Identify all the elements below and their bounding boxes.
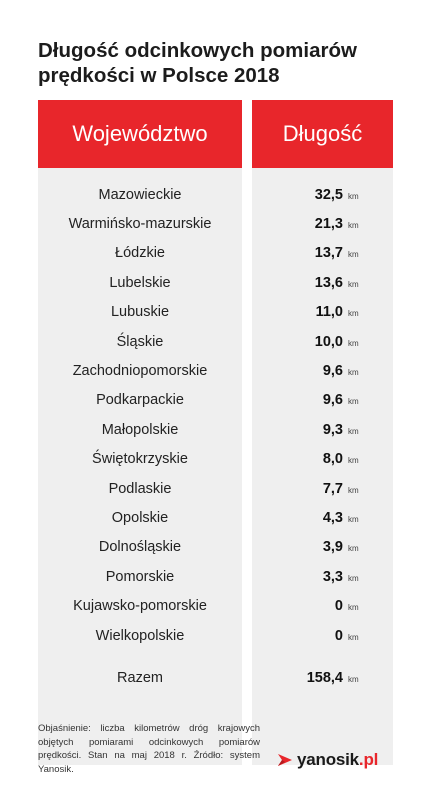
- chart-title: Długość odcinkowych pomiarów prędkości w…: [38, 39, 357, 87]
- region-name: Śląskie: [116, 333, 164, 350]
- length-value: 0: [334, 598, 343, 615]
- length-cell: 0 km: [252, 628, 393, 644]
- unit-label: km: [348, 250, 359, 260]
- table-row: Zachodniopomorskie 9,6 km: [38, 356, 393, 385]
- total-value: 158,4: [306, 669, 343, 686]
- table-row: Małopolskie 9,3 km: [38, 415, 393, 444]
- region-column-background: [38, 168, 242, 765]
- total-row: Razem 158,4 km: [38, 663, 393, 692]
- region-name: Zachodniopomorskie: [72, 362, 208, 379]
- length-value: 0: [334, 627, 343, 644]
- length-cell: 9,6 km: [252, 363, 393, 379]
- length-cell: 13,6 km: [252, 275, 393, 291]
- length-cell: 4,3 km: [252, 510, 393, 526]
- table-row: Wielkopolskie 0 km: [38, 621, 393, 650]
- unit-label: km: [348, 603, 359, 613]
- unit-label: km: [348, 309, 359, 319]
- table-row: Kujawsko-pomorskie 0 km: [38, 592, 393, 621]
- length-column-background: [252, 168, 393, 765]
- unit-label: km: [348, 191, 359, 201]
- table-row: Podkarpackie 9,6 km: [38, 386, 393, 415]
- table-row: Lubelskie 13,6 km: [38, 268, 393, 297]
- length-value: 3,9: [322, 539, 343, 556]
- unit-label: km: [348, 397, 359, 407]
- yanosik-logo-icon: [278, 754, 292, 766]
- table-row: Śląskie 10,0 km: [38, 327, 393, 356]
- table-row: Pomorskie 3,3 km: [38, 562, 393, 591]
- length-value: 13,6: [314, 274, 343, 291]
- length-value: 13,7: [314, 245, 343, 262]
- length-value: 9,3: [322, 421, 343, 438]
- unit-label: km: [348, 514, 359, 524]
- length-value: 9,6: [322, 362, 343, 379]
- region-name: Wielkopolskie: [95, 627, 185, 644]
- logo-text: yanosik.pl: [297, 750, 378, 770]
- table-row: Lubuskie 11,0 km: [38, 298, 393, 327]
- footnote: Objaśnienie: liczba kilometrów dróg kraj…: [38, 723, 260, 775]
- length-cell: 158,4 km: [252, 670, 393, 686]
- length-value: 8,0: [322, 451, 343, 468]
- length-cell: 7,7 km: [252, 481, 393, 497]
- length-cell: 32,5 km: [252, 187, 393, 203]
- length-value: 11,0: [315, 304, 343, 321]
- unit-label: km: [348, 367, 359, 377]
- column-header-length: Długość: [252, 100, 393, 168]
- length-cell: 9,6 km: [252, 392, 393, 408]
- unit-label: km: [348, 426, 359, 436]
- length-cell: 21,3 km: [252, 216, 393, 232]
- region-name: Kujawsko-pomorskie: [73, 598, 207, 615]
- length-value: 7,7: [322, 480, 343, 497]
- yanosik-logo: yanosik.pl: [276, 750, 378, 770]
- table-row: Świętokrzyskie 8,0 km: [38, 445, 393, 474]
- unit-label: km: [348, 573, 359, 583]
- table-row: Podlaskie 7,7 km: [38, 474, 393, 503]
- region-name: Dolnośląskie: [98, 539, 182, 556]
- unit-label: km: [348, 674, 359, 684]
- length-cell: 3,3 km: [252, 569, 393, 585]
- table-row: Łódzkie 13,7 km: [38, 239, 393, 268]
- unit-label: km: [348, 338, 359, 348]
- logo-suffix: .pl: [358, 750, 379, 769]
- region-name: Podkarpackie: [96, 392, 184, 409]
- length-cell: 8,0 km: [252, 451, 393, 467]
- region-name: Świętokrzyskie: [92, 451, 188, 468]
- unit-label: km: [348, 544, 359, 554]
- total-label: Razem: [117, 669, 163, 686]
- region-name: Opolskie: [111, 509, 169, 526]
- logo-main: yanosik: [297, 750, 359, 769]
- table-row: Dolnośląskie 3,9 km: [38, 533, 393, 562]
- unit-label: km: [348, 485, 359, 495]
- length-value: 10,0: [314, 333, 343, 350]
- length-cell: 9,3 km: [252, 422, 393, 438]
- length-value: 3,3: [322, 568, 343, 585]
- length-value: 4,3: [322, 509, 343, 526]
- region-name: Łódzkie: [115, 245, 165, 262]
- length-cell: 3,9 km: [252, 539, 393, 555]
- unit-label: km: [348, 632, 359, 642]
- region-name: Małopolskie: [101, 421, 179, 438]
- unit-label: km: [348, 279, 359, 289]
- region-name: Lubelskie: [109, 274, 171, 291]
- table-row: Opolskie 4,3 km: [38, 503, 393, 532]
- column-header-region: Województwo: [38, 100, 242, 168]
- length-value: 32,5: [314, 186, 343, 203]
- length-cell: 11,0 km: [252, 304, 393, 320]
- table-row: Warmińsko-mazurskie 21,3 km: [38, 209, 393, 238]
- unit-label: km: [348, 456, 359, 466]
- length-cell: 13,7 km: [252, 245, 393, 261]
- region-name: Pomorskie: [105, 568, 175, 585]
- region-name: Podlaskie: [108, 480, 172, 497]
- length-value: 21,3: [314, 215, 343, 232]
- length-cell: 0 km: [252, 598, 393, 614]
- region-name: Lubuskie: [110, 304, 170, 321]
- length-value: 9,6: [322, 392, 343, 409]
- region-name: Mazowieckie: [98, 186, 182, 203]
- unit-label: km: [348, 220, 359, 230]
- region-name: Warmińsko-mazurskie: [68, 215, 212, 232]
- length-cell: 10,0 km: [252, 334, 393, 350]
- table-row: Mazowieckie 32,5 km: [38, 180, 393, 209]
